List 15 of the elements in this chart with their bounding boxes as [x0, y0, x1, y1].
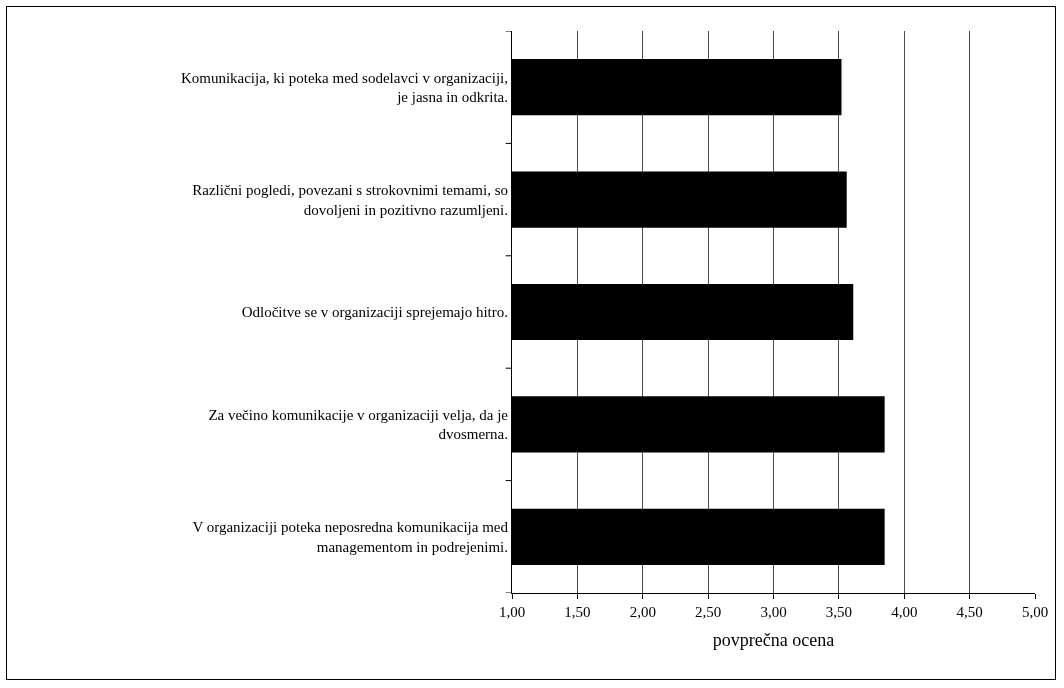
- y-tick-label: V organizaciji poteka neposredna komunikacija med managementom in podrejenimi.: [192, 519, 509, 555]
- x-tick-label: 2,00: [629, 604, 656, 620]
- x-tick-label: 3,00: [760, 604, 787, 620]
- x-tick-label: 1,50: [564, 604, 591, 620]
- y-tick-label: Različni pogledi, povezani s strokovnimi temami, so dovoljeni in pozitivno razumljeni.: [192, 182, 508, 218]
- x-tick-label: 5,00: [1021, 604, 1049, 620]
- x-axis-title: povprečna ocena: [712, 630, 835, 651]
- y-tick-label: Odločitve se v organizaciji sprejemajo hitro.: [241, 304, 508, 321]
- x-tick-label: 4,00: [891, 604, 918, 620]
- x-tick-label: 1,00: [498, 604, 526, 620]
- x-tick-label: 4,50: [956, 604, 983, 620]
- y-tick-label: Za večino komunikacije v organizaciji velja, da je dvosmerna.: [208, 406, 509, 443]
- x-tick-label: 2,50: [695, 604, 722, 620]
- y-tick-label: Komunikacija, ki poteka med sodelavci v organizaciji, je jasna in odkrita.: [180, 69, 508, 106]
- x-tick-label: 3,50: [825, 604, 853, 620]
